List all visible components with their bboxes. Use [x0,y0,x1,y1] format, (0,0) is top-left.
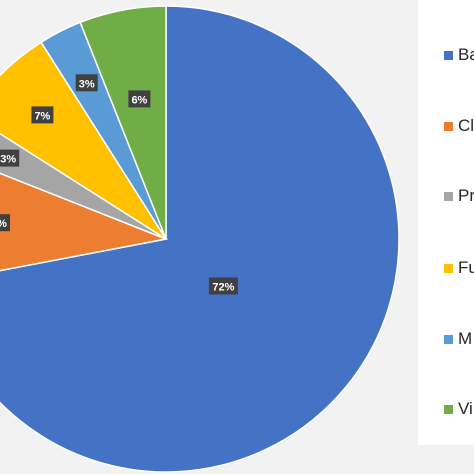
data-label-5: 3% [75,74,98,92]
data-label-6: 6% [128,90,151,108]
legend-swatch-6 [444,404,453,414]
data-label-box-6 [128,90,151,108]
data-label-box-1 [208,277,238,295]
pie-slices [0,5,400,473]
legend-label-3: Pr [458,186,474,205]
legend-item-4: Fu [444,255,474,281]
data-label-box-3 [0,149,20,167]
data-label-text-5: 3% [79,78,95,90]
legend-swatch-4 [444,263,453,273]
data-label-text-1: 72% [212,282,234,294]
data-label-text-6: 6% [131,94,147,106]
data-label-4: 7% [31,106,54,124]
legend-item-3: Pr [444,183,474,209]
data-labels: 72% 9% 3% 7% 3% 6% [0,74,238,295]
pie-slice-1 [0,5,400,473]
legend-swatch-2 [444,121,453,131]
data-label-text-4: 7% [34,110,50,122]
legend-label-1: Ba [458,45,474,64]
data-label-1: 72% [208,277,238,295]
legend-item-2: Cl [444,113,474,139]
legend-label-6: Vi [458,399,473,418]
legend-label-5: M [458,329,473,348]
data-label-box-2 [0,214,10,232]
data-label-3: 3% [0,149,20,167]
legend-swatch-5 [444,334,453,344]
data-label-box-4 [31,106,54,124]
pie-slice-4 [0,41,167,240]
data-label-2: 9% [0,214,10,232]
legend-label-2: Cl [458,116,474,135]
pie-slice-2 [0,172,169,272]
data-label-text-2: 9% [0,218,7,230]
pie-slice-6 [79,5,167,240]
legend-item-6: Vi [444,396,473,422]
legend-swatch-1 [444,50,453,60]
data-label-text-3: 3% [0,154,16,166]
legend: Ba Cl Pr Fu M Vi [418,0,474,445]
legend-item-1: Ba [444,42,474,68]
legend-swatch-3 [444,191,453,201]
legend-label-4: Fu [458,258,474,277]
data-label-box-5 [75,74,98,92]
legend-item-5: M [444,326,472,352]
